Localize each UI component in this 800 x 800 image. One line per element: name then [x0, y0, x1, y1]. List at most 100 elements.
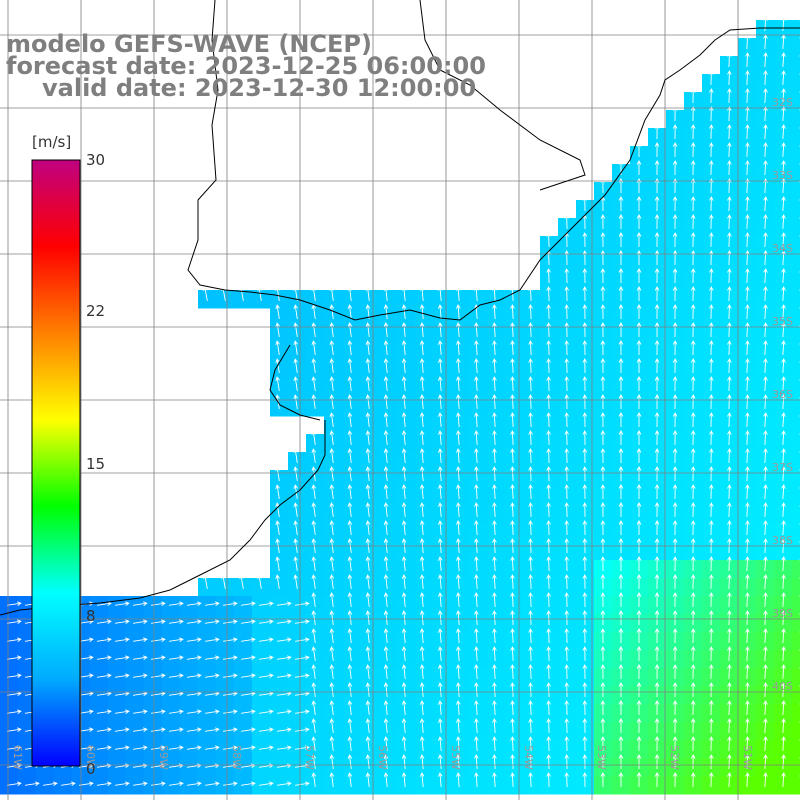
wind-arrow — [690, 556, 696, 572]
wind-arrow — [672, 430, 678, 446]
wind-arrow — [221, 574, 226, 590]
wind-arrow — [690, 286, 696, 302]
wind-arrow — [474, 520, 479, 536]
wind-arrow — [150, 619, 166, 624]
wind-arrow — [401, 502, 407, 518]
wind-arrow — [618, 700, 624, 716]
wind-arrow — [474, 358, 479, 374]
wind-arrow — [294, 709, 310, 714]
wind-arrow — [437, 322, 443, 338]
wind-arrow — [294, 619, 310, 624]
wind-arrow — [365, 484, 371, 500]
wind-arrow — [311, 772, 317, 788]
wind-arrow — [6, 709, 22, 714]
wind-arrow — [781, 250, 786, 266]
wind-arrow — [546, 754, 551, 770]
wind-arrow — [690, 574, 696, 590]
wind-arrow — [150, 673, 166, 678]
wind-arrow — [347, 592, 353, 608]
wind-arrow — [745, 574, 750, 590]
wind-arrow — [745, 754, 750, 770]
wind-arrow — [437, 700, 443, 716]
wind-arrow — [114, 637, 130, 642]
wind-arrow — [510, 394, 515, 410]
wind-arrow — [763, 286, 768, 302]
wind-arrow — [763, 304, 768, 320]
wind-arrow — [781, 286, 786, 302]
wind-arrow — [329, 466, 335, 482]
wind-arrow — [564, 304, 570, 320]
wind-arrow — [456, 322, 461, 338]
wind-arrow — [618, 448, 624, 464]
wind-arrow — [275, 304, 280, 320]
wind-arrow — [672, 592, 678, 608]
wind-arrow — [528, 304, 533, 320]
wind-arrow — [654, 304, 660, 320]
wind-arrow — [347, 754, 353, 770]
wind-arrow — [150, 745, 166, 750]
wind-arrow — [456, 448, 461, 464]
wind-arrow — [401, 718, 407, 734]
wind-arrow — [329, 502, 335, 518]
wind-arrow — [582, 286, 588, 302]
wind-arrow — [365, 466, 371, 482]
wind-arrow — [636, 196, 642, 212]
wind-arrow — [150, 637, 166, 642]
wind-arrow — [727, 340, 732, 356]
wind-arrow — [727, 286, 732, 302]
wind-arrow — [672, 268, 678, 284]
wind-arrow — [492, 664, 497, 680]
wind-arrow — [763, 88, 768, 104]
wind-arrow — [329, 718, 335, 734]
wind-arrow — [618, 322, 624, 338]
wind-arrow — [222, 655, 238, 660]
wind-arrow — [204, 709, 220, 714]
wind-arrow — [781, 322, 786, 338]
wind-arrow — [114, 727, 130, 732]
wind-arrow — [401, 700, 407, 716]
wind-arrow — [654, 232, 660, 248]
wind-arrow — [510, 592, 515, 608]
wind-arrow — [383, 736, 389, 752]
wind-arrow — [437, 412, 443, 428]
wind-arrow — [763, 124, 768, 140]
wind-arrow — [745, 70, 750, 86]
wind-arrow — [492, 574, 497, 590]
wind-arrow — [60, 781, 76, 786]
wind-arrow — [437, 628, 443, 644]
wind-arrow — [401, 412, 407, 428]
wind-arrow — [618, 232, 624, 248]
wind-arrow — [186, 619, 202, 624]
wind-arrow — [727, 160, 732, 176]
wind-arrow — [690, 700, 696, 716]
wind-arrow — [329, 304, 335, 320]
wind-arrow — [186, 727, 202, 732]
colorbar-tick-30: 30 — [86, 151, 106, 169]
wind-arrow — [150, 709, 166, 714]
wind-arrow — [437, 466, 443, 482]
wind-arrow — [492, 430, 497, 446]
wind-arrow — [672, 664, 678, 680]
wind-arrow — [419, 574, 425, 590]
wind-arrow — [781, 304, 786, 320]
wind-arrow — [311, 700, 317, 716]
wind-arrow — [456, 736, 461, 752]
lat-label: 32S — [772, 96, 793, 109]
wind-arrow — [618, 664, 624, 680]
wind-arrow — [745, 322, 750, 338]
wind-arrow — [654, 502, 660, 518]
speed-cell — [792, 164, 800, 183]
wind-arrow — [690, 484, 696, 500]
wind-arrow — [745, 700, 750, 716]
wind-arrow — [474, 646, 479, 662]
wind-arrow — [311, 610, 317, 626]
wind-arrow — [618, 556, 624, 572]
wind-arrow — [437, 394, 443, 410]
wind-arrow — [383, 340, 389, 356]
wind-arrow — [672, 772, 678, 788]
wind-arrow — [708, 718, 714, 734]
wind-arrow — [276, 637, 292, 642]
wind-arrow — [474, 484, 479, 500]
speed-cell — [792, 74, 800, 93]
